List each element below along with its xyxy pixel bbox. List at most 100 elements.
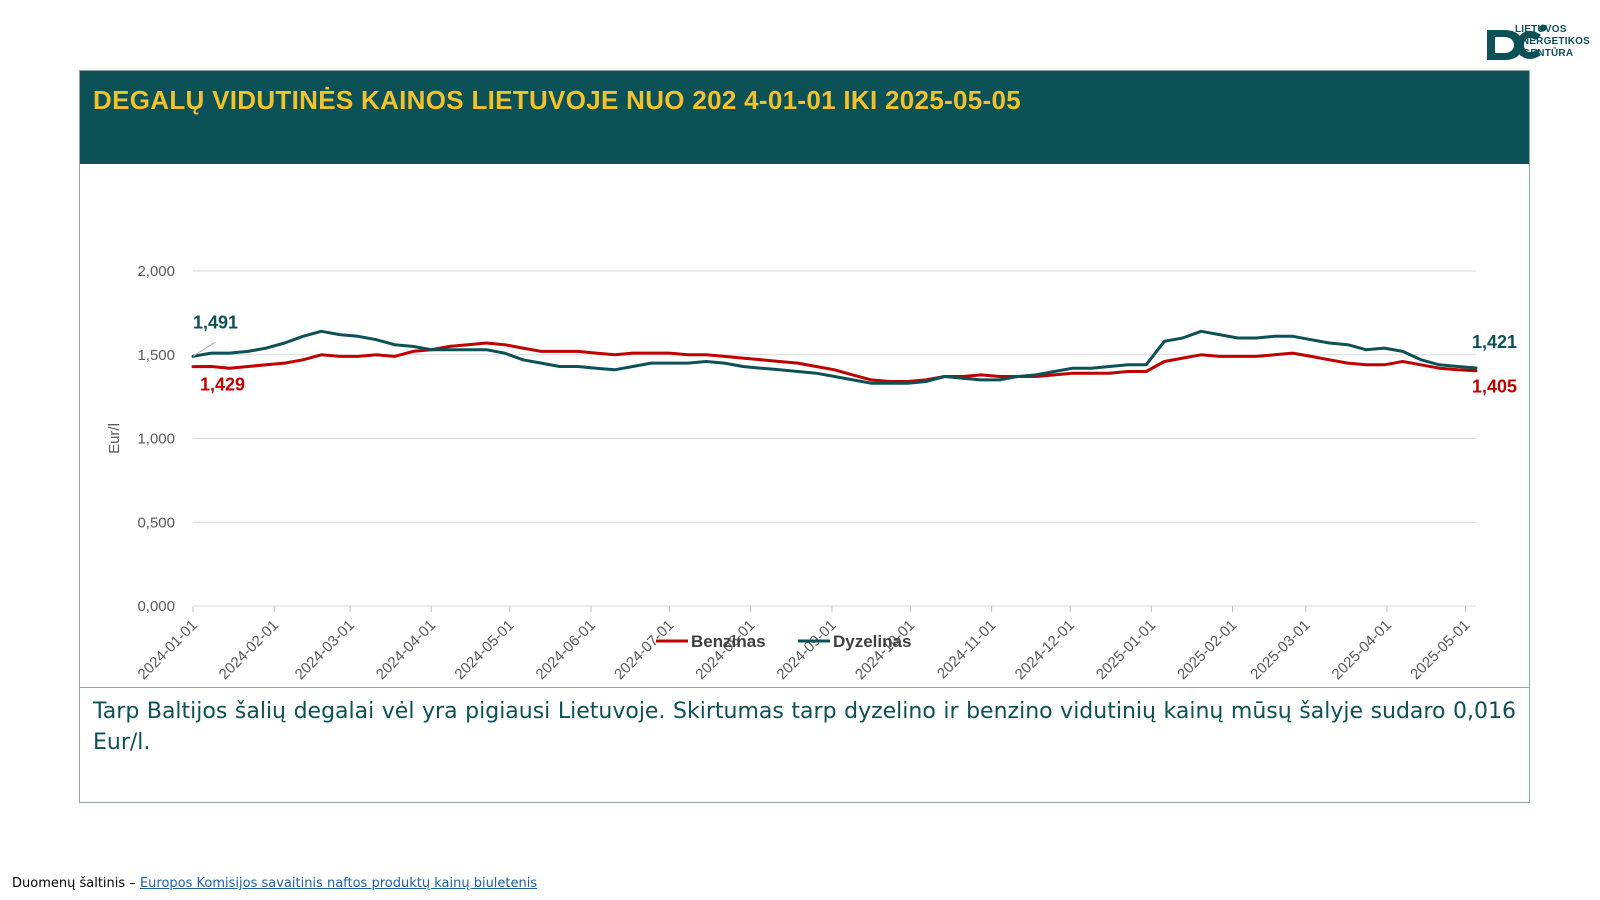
data-point-benzinas xyxy=(246,365,249,368)
data-point-dyzelinas xyxy=(320,330,323,333)
data-point-dyzelinas xyxy=(1236,337,1239,340)
data-point-dyzelinas xyxy=(631,365,634,368)
data-source: Duomenų šaltinis – Europos Komisijos sav… xyxy=(12,876,537,891)
data-point-benzinas xyxy=(1456,368,1459,371)
data-point-dyzelinas xyxy=(1346,343,1349,346)
data-point-benzinas xyxy=(1181,357,1184,360)
data-point-benzinas xyxy=(1420,363,1423,366)
data-point-benzinas xyxy=(320,353,323,356)
y-tick-label: 1,500 xyxy=(137,347,175,364)
data-point-benzinas xyxy=(393,355,396,358)
data-point-benzinas xyxy=(448,345,451,348)
data-point-dyzelinas xyxy=(650,362,653,365)
y-axis-label: Eur/l xyxy=(106,423,123,454)
data-point-dyzelinas xyxy=(1273,335,1276,338)
data-point-dyzelinas xyxy=(1291,335,1294,338)
data-point-dyzelinas xyxy=(411,345,414,348)
agency-logo-mark xyxy=(1487,24,1547,60)
data-point-dyzelinas xyxy=(540,362,543,365)
data-point-dyzelinas xyxy=(375,338,378,341)
data-point-dyzelinas xyxy=(521,358,524,361)
logo-line: LIETUVOS xyxy=(1515,24,1567,35)
agency-logo-text: LIETUVOS ENERGETIKOS AGENTŪRA xyxy=(1515,24,1590,60)
data-point-benzinas xyxy=(668,352,671,355)
logo-line: AGENTŪRA xyxy=(1515,48,1574,59)
data-point-benzinas xyxy=(1218,355,1221,358)
data-point-dyzelinas xyxy=(613,368,616,371)
data-point-dyzelinas xyxy=(961,377,964,380)
y-tick-label: 0,000 xyxy=(137,598,175,615)
data-point-dyzelinas xyxy=(1383,347,1386,350)
y-tick-label: 2,000 xyxy=(137,263,175,280)
data-source-prefix: Duomenų šaltinis – xyxy=(12,876,140,891)
x-tick-label: 2024-04-01 xyxy=(373,617,439,683)
data-point-dyzelinas xyxy=(1200,330,1203,333)
data-point-dyzelinas xyxy=(558,365,561,368)
data-point-benzinas xyxy=(631,352,634,355)
data-source-link[interactable]: Europos Komisijos savaitinis naftos prod… xyxy=(139,876,538,891)
data-point-dyzelinas xyxy=(668,362,671,365)
data-point-benzinas xyxy=(1071,372,1074,375)
data-point-dyzelinas xyxy=(778,368,781,371)
x-tick-label: 2024-07-01 xyxy=(611,617,677,683)
x-tick-label: 2024-09-01 xyxy=(773,617,839,683)
data-point-benzinas xyxy=(1053,373,1056,376)
data-point-dyzelinas xyxy=(356,335,359,338)
data-point-dyzelinas xyxy=(1328,342,1331,345)
data-point-benzinas xyxy=(998,375,1001,378)
data-point-benzinas xyxy=(650,352,653,355)
x-tick-label: 2024-01-01 xyxy=(135,617,201,683)
summary-note: Tarp Baltijos šalių degalai vėl yra pigi… xyxy=(80,687,1529,803)
data-point-dyzelinas xyxy=(1090,367,1093,370)
chart-panel: DEGALŲ VIDUTINĖS KAINOS LIETUVOJE NUO 20… xyxy=(79,70,1530,803)
data-point-benzinas xyxy=(338,355,341,358)
data-point-dyzelinas xyxy=(1035,373,1038,376)
data-point-dyzelinas xyxy=(925,380,928,383)
line-chart: 0,000 0,500 1,000 1,500 2,000 Eur/l 2024-01-01… xyxy=(106,263,1517,683)
data-point-benzinas xyxy=(576,350,579,353)
data-point-dyzelinas xyxy=(1053,370,1056,373)
data-point-dyzelinas xyxy=(1126,363,1129,366)
data-point-benzinas xyxy=(686,353,689,356)
data-point-dyzelinas xyxy=(741,365,744,368)
data-point-benzinas xyxy=(1291,352,1294,355)
data-label-dyzelinas: 1,421 xyxy=(1472,332,1517,352)
data-point-benzinas xyxy=(1145,370,1148,373)
data-point-benzinas xyxy=(540,350,543,353)
data-point-benzinas xyxy=(1090,372,1093,375)
data-point-dyzelinas xyxy=(1310,338,1313,341)
data-point-dyzelinas xyxy=(796,370,799,373)
data-point-dyzelinas xyxy=(815,372,818,375)
data-point-dyzelinas xyxy=(1438,363,1441,366)
data-point-benzinas xyxy=(613,353,616,356)
data-point-benzinas xyxy=(228,367,231,370)
data-point-dyzelinas xyxy=(430,348,433,351)
data-point-dyzelinas xyxy=(1475,366,1478,369)
data-point-benzinas xyxy=(723,355,726,358)
x-tick-label: 2025-05-01 xyxy=(1407,617,1473,683)
data-point-dyzelinas xyxy=(301,335,304,338)
data-point-benzinas xyxy=(1236,355,1239,358)
y-tick-label: 1,000 xyxy=(137,431,175,448)
data-point-benzinas xyxy=(192,365,195,368)
data-point-benzinas xyxy=(1383,363,1386,366)
data-point-benzinas xyxy=(778,360,781,363)
data-point-benzinas xyxy=(1475,369,1478,372)
data-point-benzinas xyxy=(466,343,469,346)
x-tick-label: 2024-03-01 xyxy=(292,617,358,683)
data-point-dyzelinas xyxy=(760,367,763,370)
data-point-dyzelinas xyxy=(210,352,213,355)
data-point-dyzelinas xyxy=(1401,350,1404,353)
data-point-dyzelinas xyxy=(851,378,854,381)
data-point-dyzelinas xyxy=(1456,365,1459,368)
data-point-dyzelinas xyxy=(705,360,708,363)
data-point-benzinas xyxy=(1273,353,1276,356)
data-point-benzinas xyxy=(1200,353,1203,356)
data-point-dyzelinas xyxy=(1218,333,1221,336)
data-point-benzinas xyxy=(1438,367,1441,370)
data-point-dyzelinas xyxy=(1181,337,1184,340)
data-label-leader xyxy=(192,341,216,357)
data-point-dyzelinas xyxy=(1365,348,1368,351)
legend-label-dyzelinas: Dyzelinas xyxy=(833,632,911,651)
data-point-benzinas xyxy=(1346,362,1349,365)
